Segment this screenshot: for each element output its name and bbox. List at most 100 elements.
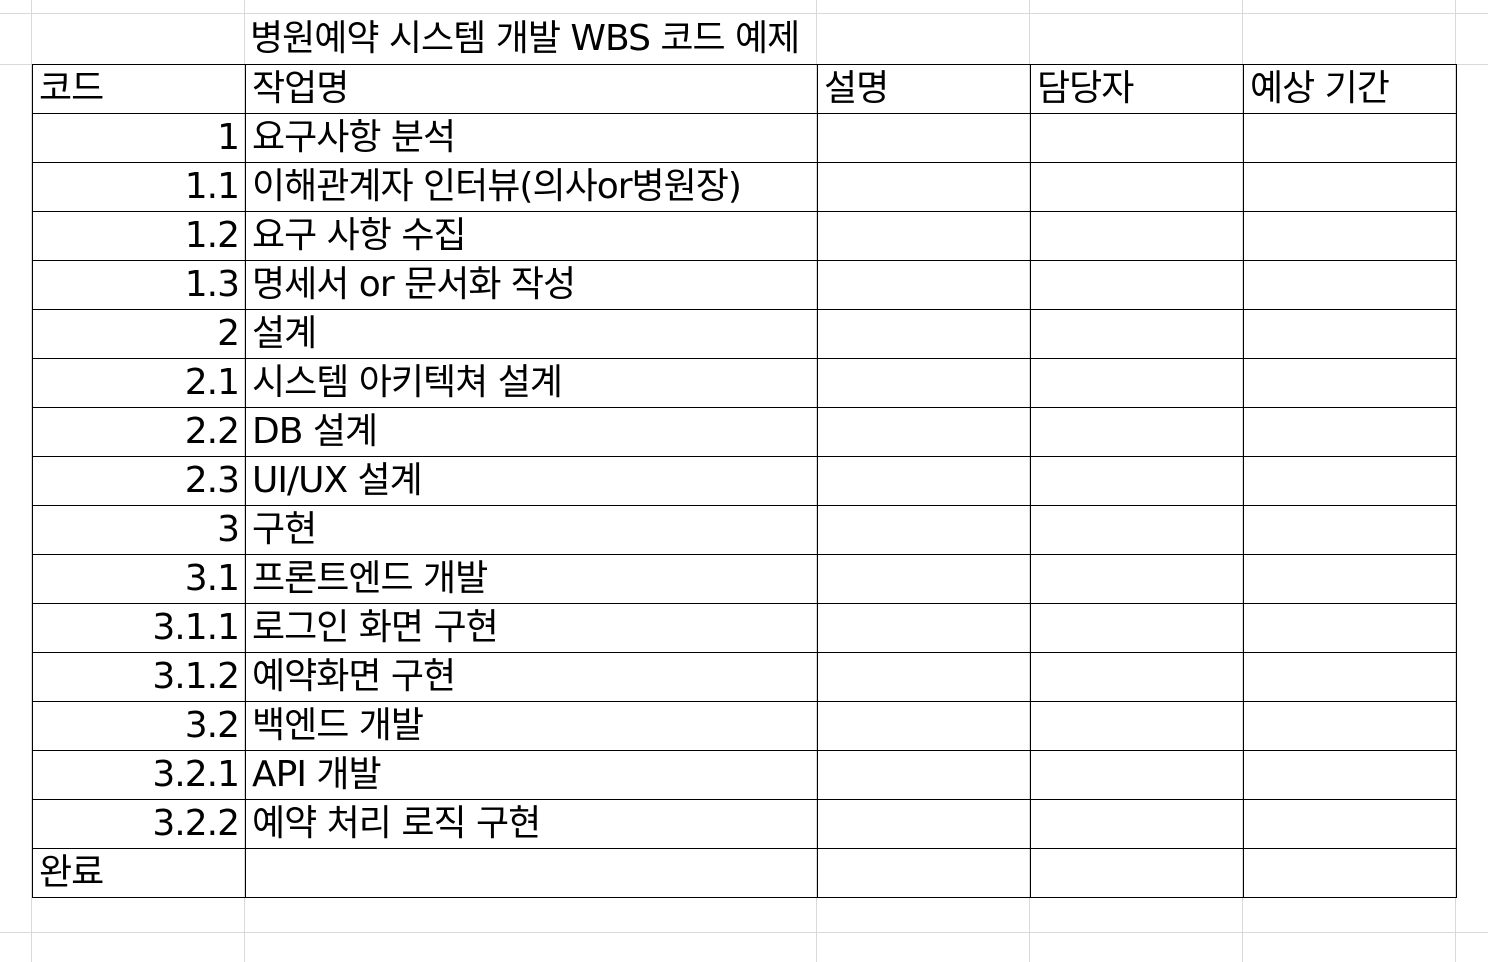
empty-cell[interactable]	[817, 848, 1031, 898]
description-cell[interactable]	[817, 554, 1031, 604]
gridline	[31, 0, 32, 962]
task-cell[interactable]: 명세서 or 문서화 작성	[245, 260, 818, 310]
code-cell[interactable]: 1.2	[32, 211, 246, 261]
gridline	[0, 932, 1488, 933]
owner-cell[interactable]	[1030, 554, 1244, 604]
duration-cell[interactable]	[1243, 456, 1457, 506]
task-cell[interactable]: 구현	[245, 505, 818, 555]
owner-cell[interactable]	[1030, 113, 1244, 163]
owner-cell[interactable]	[1030, 750, 1244, 800]
task-cell[interactable]: 예약화면 구현	[245, 652, 818, 702]
footer-row: 완료	[32, 848, 1457, 898]
owner-cell[interactable]	[1030, 260, 1244, 310]
description-cell[interactable]	[817, 799, 1031, 849]
description-cell[interactable]	[817, 260, 1031, 310]
table-body: 1 요구사항 분석 1.1 이해관계자 인터뷰(의사or병원장) 1.2 요구 사항 수집…	[32, 113, 1457, 849]
code-cell[interactable]: 2	[32, 309, 246, 359]
duration-cell[interactable]	[1243, 211, 1457, 261]
duration-cell[interactable]	[1243, 260, 1457, 310]
empty-cell[interactable]	[1030, 848, 1244, 898]
owner-cell[interactable]	[1030, 701, 1244, 751]
footer-code-cell[interactable]: 완료	[32, 848, 246, 898]
description-cell[interactable]	[817, 652, 1031, 702]
duration-cell[interactable]	[1243, 554, 1457, 604]
description-cell[interactable]	[817, 211, 1031, 261]
duration-cell[interactable]	[1243, 603, 1457, 653]
duration-cell[interactable]	[1243, 701, 1457, 751]
owner-cell[interactable]	[1030, 652, 1244, 702]
code-cell[interactable]: 2.1	[32, 358, 246, 408]
code-cell[interactable]: 3.1	[32, 554, 246, 604]
header-code[interactable]: 코드	[32, 64, 246, 114]
task-cell[interactable]: 요구사항 분석	[245, 113, 818, 163]
code-cell[interactable]: 3.1.1	[32, 603, 246, 653]
owner-cell[interactable]	[1030, 799, 1244, 849]
header-task[interactable]: 작업명	[245, 64, 818, 114]
duration-cell[interactable]	[1243, 750, 1457, 800]
code-cell[interactable]: 3.2.1	[32, 750, 246, 800]
task-cell[interactable]: 이해관계자 인터뷰(의사or병원장)	[245, 162, 818, 212]
task-cell[interactable]: 시스템 아키텍쳐 설계	[245, 358, 818, 408]
task-cell[interactable]: UI/UX 설계	[245, 456, 818, 506]
task-cell[interactable]: 설계	[245, 309, 818, 359]
header-owner[interactable]: 담당자	[1030, 64, 1244, 114]
description-cell[interactable]	[817, 603, 1031, 653]
table-row: 2.1 시스템 아키텍쳐 설계	[32, 358, 1457, 408]
table-row: 3.1 프론트엔드 개발	[32, 554, 1457, 604]
task-cell[interactable]: 백엔드 개발	[245, 701, 818, 751]
owner-cell[interactable]	[1030, 456, 1244, 506]
description-cell[interactable]	[817, 407, 1031, 457]
table-row: 3.2 백엔드 개발	[32, 701, 1457, 751]
header-duration[interactable]: 예상 기간	[1243, 64, 1457, 114]
owner-cell[interactable]	[1030, 603, 1244, 653]
code-cell[interactable]: 1.3	[32, 260, 246, 310]
description-cell[interactable]	[817, 701, 1031, 751]
owner-cell[interactable]	[1030, 211, 1244, 261]
task-cell[interactable]: 로그인 화면 구현	[245, 603, 818, 653]
header-row: 코드 작업명 설명 담당자 예상 기간	[32, 64, 1457, 114]
table-row: 2.3 UI/UX 설계	[32, 456, 1457, 506]
table-row: 3.2.2 예약 처리 로직 구현	[32, 799, 1457, 849]
code-cell[interactable]: 1	[32, 113, 246, 163]
description-cell[interactable]	[817, 309, 1031, 359]
sheet-title[interactable]: 병원예약 시스템 개발 WBS 코드 예제	[250, 18, 800, 59]
code-cell[interactable]: 3.2.2	[32, 799, 246, 849]
code-cell[interactable]: 1.1	[32, 162, 246, 212]
table-row: 1.2 요구 사항 수집	[32, 211, 1457, 261]
duration-cell[interactable]	[1243, 652, 1457, 702]
owner-cell[interactable]	[1030, 309, 1244, 359]
description-cell[interactable]	[817, 162, 1031, 212]
task-cell[interactable]: 프론트엔드 개발	[245, 554, 818, 604]
code-cell[interactable]: 2.3	[32, 456, 246, 506]
duration-cell[interactable]	[1243, 162, 1457, 212]
owner-cell[interactable]	[1030, 505, 1244, 555]
empty-cell[interactable]	[245, 848, 818, 898]
gridline	[0, 13, 1488, 14]
duration-cell[interactable]	[1243, 113, 1457, 163]
code-cell[interactable]: 3.2	[32, 701, 246, 751]
header-description[interactable]: 설명	[817, 64, 1031, 114]
duration-cell[interactable]	[1243, 358, 1457, 408]
task-cell[interactable]: 예약 처리 로직 구현	[245, 799, 818, 849]
duration-cell[interactable]	[1243, 407, 1457, 457]
description-cell[interactable]	[817, 358, 1031, 408]
description-cell[interactable]	[817, 505, 1031, 555]
owner-cell[interactable]	[1030, 407, 1244, 457]
duration-cell[interactable]	[1243, 505, 1457, 555]
code-cell[interactable]: 3.1.2	[32, 652, 246, 702]
task-cell[interactable]: DB 설계	[245, 407, 818, 457]
description-cell[interactable]	[817, 113, 1031, 163]
description-cell[interactable]	[817, 456, 1031, 506]
duration-cell[interactable]	[1243, 309, 1457, 359]
task-cell[interactable]: 요구 사항 수집	[245, 211, 818, 261]
empty-cell[interactable]	[1243, 848, 1457, 898]
owner-cell[interactable]	[1030, 162, 1244, 212]
task-cell[interactable]: API 개발	[245, 750, 818, 800]
code-cell[interactable]: 2.2	[32, 407, 246, 457]
wbs-table: 코드 작업명 설명 담당자 예상 기간 1 요구사항 분석 1.1 이해관계자 인터뷰…	[32, 64, 1457, 898]
duration-cell[interactable]	[1243, 799, 1457, 849]
description-cell[interactable]	[817, 750, 1031, 800]
table-row: 1.1 이해관계자 인터뷰(의사or병원장)	[32, 162, 1457, 212]
code-cell[interactable]: 3	[32, 505, 246, 555]
owner-cell[interactable]	[1030, 358, 1244, 408]
